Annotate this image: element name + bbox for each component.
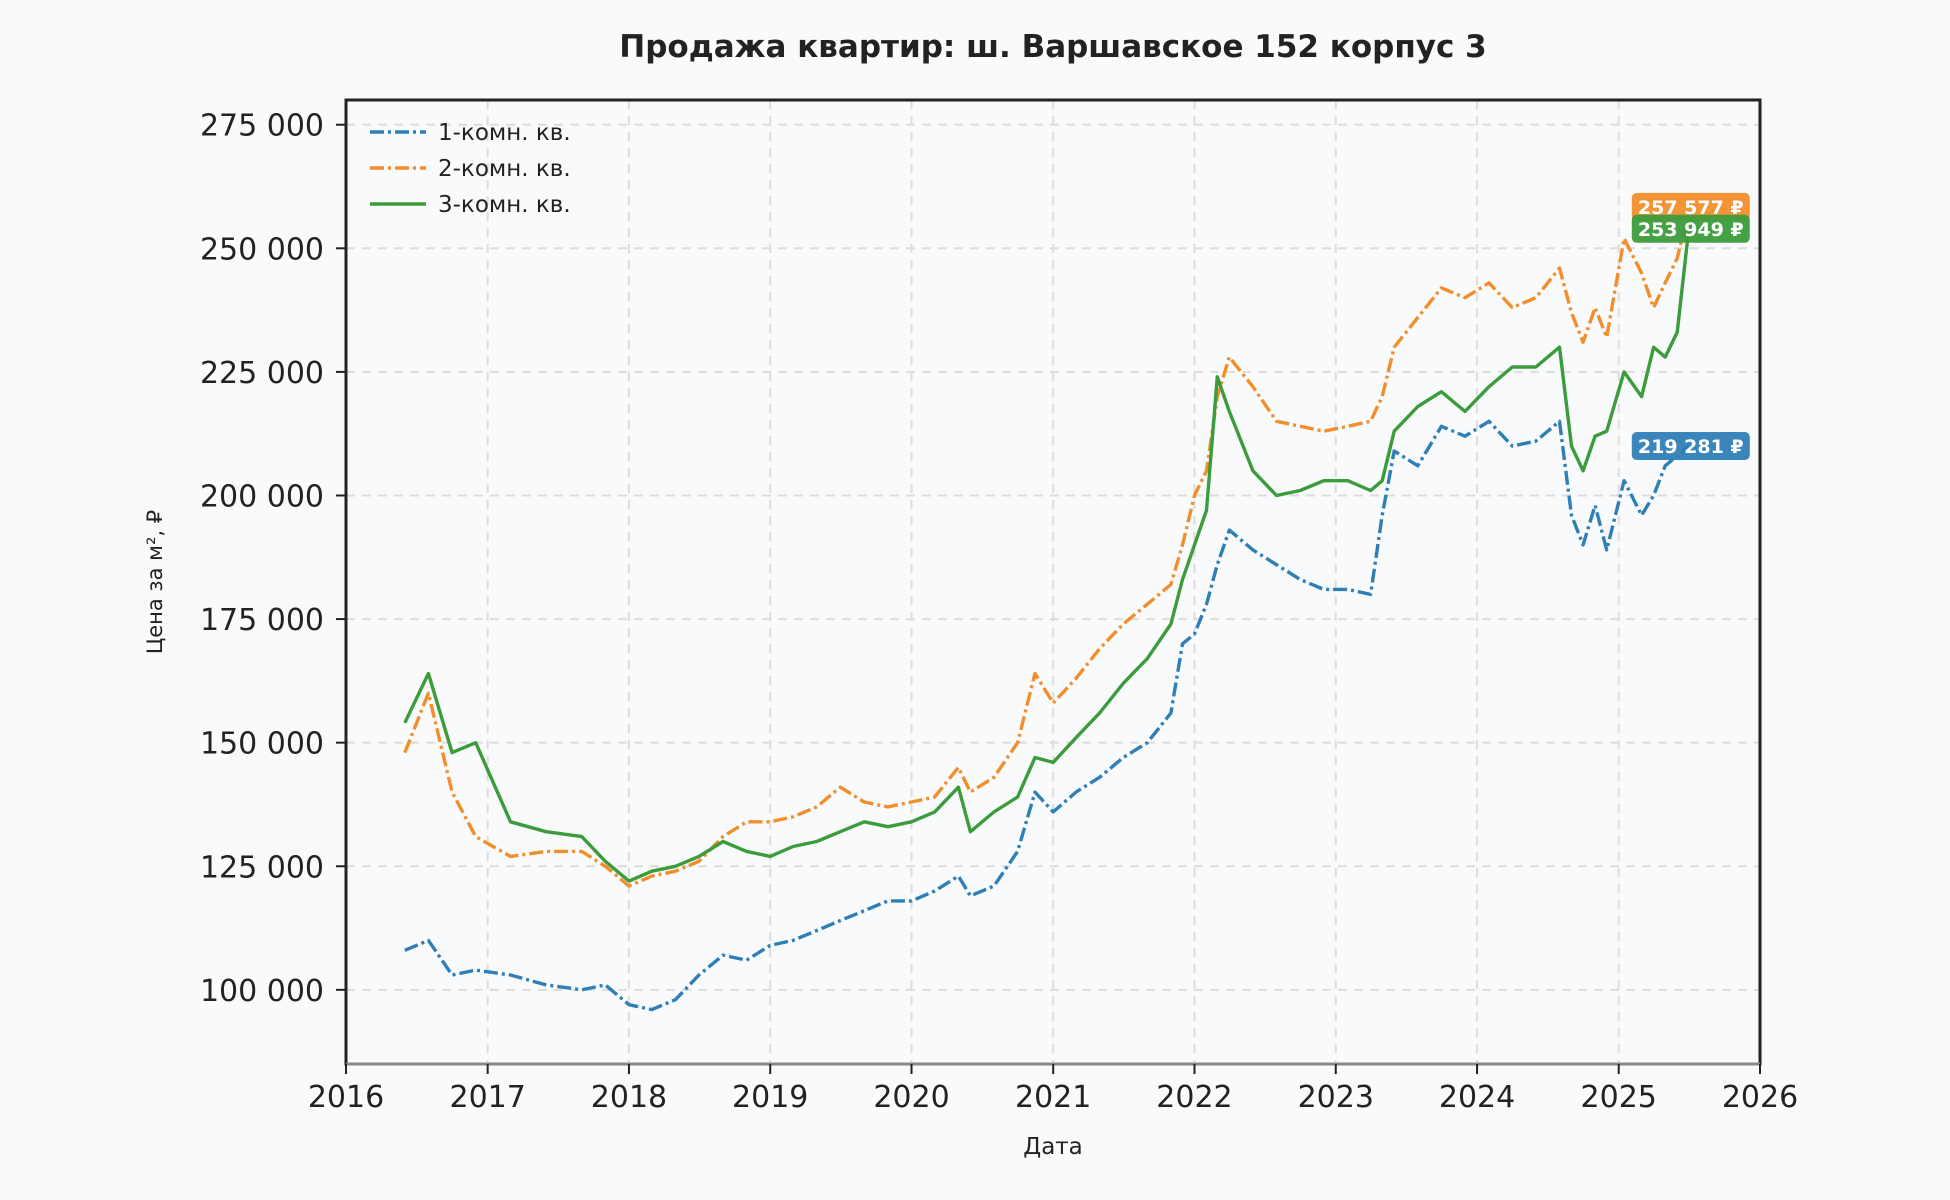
x-tick-label: 2020	[873, 1080, 949, 1115]
end-label-2: 257 577 ₽	[1638, 197, 1744, 219]
x-axis-label: Дата	[1023, 1134, 1083, 1160]
x-tick-label: 2025	[1581, 1080, 1657, 1115]
y-tick-label: 200 000	[200, 479, 324, 514]
series-line-1	[404, 419, 1690, 1012]
y-tick-label: 100 000	[200, 974, 324, 1009]
end-label-box-3	[1631, 214, 1750, 243]
x-tick-label: 2019	[732, 1080, 808, 1115]
legend-label-3: 3-комн. кв.	[438, 192, 571, 218]
end-label-box-2	[1631, 192, 1750, 221]
end-label-1: 219 281 ₽	[1638, 436, 1744, 458]
series-line-3	[403, 228, 1691, 883]
y-tick-label: 125 000	[200, 850, 324, 885]
end-label-3: 253 949 ₽	[1638, 219, 1744, 241]
y-tick-label: 275 000	[200, 109, 324, 144]
y-tick-label: 150 000	[200, 727, 324, 762]
legend-label-1: 1-комн. кв.	[438, 120, 571, 146]
y-axis-ticks: 100 000 125 000 150 000 175 000 200 000 225 0…	[200, 109, 346, 1009]
x-tick-label: 2026	[1722, 1080, 1798, 1115]
x-tick-label: 2022	[1156, 1080, 1232, 1115]
x-tick-label: 2017	[449, 1080, 525, 1115]
legend: 1-комн. кв. 2-комн. кв. 3-комн. кв.	[370, 120, 571, 218]
y-tick-label: 250 000	[200, 232, 324, 267]
x-tick-label: 2016	[308, 1080, 384, 1115]
x-tick-label: 2021	[1015, 1080, 1091, 1115]
legend-label-2: 2-комн. кв.	[438, 156, 571, 182]
y-tick-label: 175 000	[200, 603, 324, 638]
x-axis-ticks: 2016 2017 2018 2019 2020 2021 2022 2023 2024 2025…	[308, 1064, 1798, 1115]
x-tick-label: 2024	[1439, 1080, 1515, 1115]
series-line-2	[403, 210, 1691, 888]
x-tick-label: 2023	[1298, 1080, 1374, 1115]
x-tick-label: 2018	[591, 1080, 667, 1115]
series-lines	[403, 210, 1691, 1012]
end-value-labels: 219 281 ₽ 257 577 ₽253 949 ₽	[1631, 192, 1750, 461]
end-label-box-1	[1631, 432, 1750, 461]
y-axis-label: Цена за м², ₽	[143, 510, 167, 654]
y-tick-label: 225 000	[200, 356, 324, 391]
chart-title: Продажа квартир: ш. Варшавское 152 корпу…	[619, 29, 1486, 65]
